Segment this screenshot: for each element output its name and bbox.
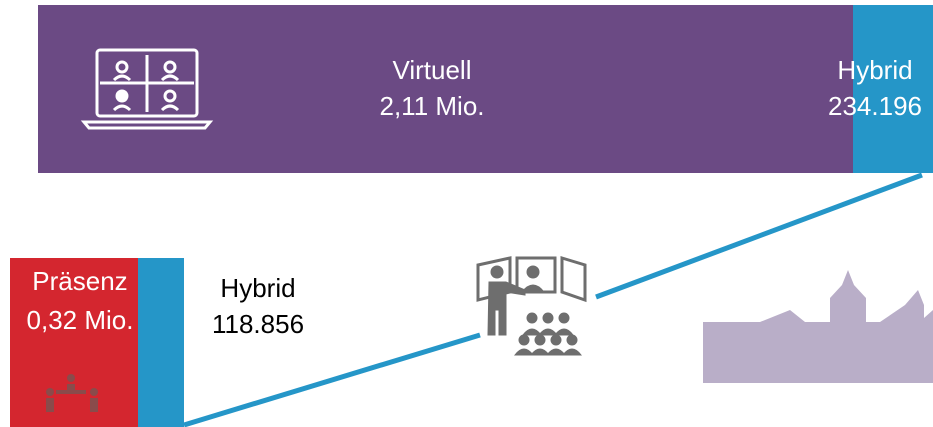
connector-line: [595, 172, 923, 300]
connector-line: [183, 332, 481, 427]
presence-hybrid-value: 118.856: [212, 309, 304, 339]
virtual-hybrid-value: 234.196: [828, 91, 922, 121]
presenter-icon: [476, 255, 587, 356]
virtual-hybrid-label: Hybrid: [837, 55, 912, 85]
meeting-icon: [46, 374, 98, 412]
virtual-hybrid-block: [853, 5, 933, 173]
laptop-icon: [80, 48, 214, 130]
virtual-label: Virtuell: [392, 55, 471, 85]
virtual-block: [38, 5, 854, 173]
virtual-value: 2,11 Mio.: [379, 91, 484, 121]
presence-value: 0,32 Mio.: [27, 305, 134, 335]
presence-hybrid-block: [138, 258, 184, 427]
castle-silhouette: [703, 270, 933, 383]
presence-label: Präsenz: [32, 266, 127, 296]
presence-block: [10, 258, 138, 427]
presence-hybrid-label: Hybrid: [220, 273, 295, 303]
